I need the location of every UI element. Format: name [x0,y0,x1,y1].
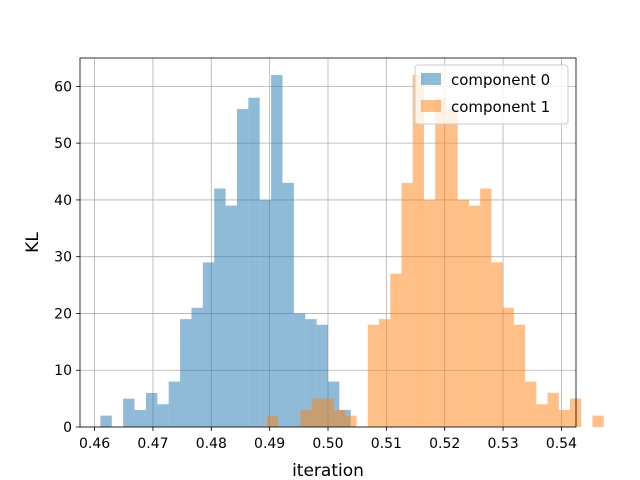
histogram-bar-component-1 [525,381,537,427]
y-tick-label: 50 [54,136,72,152]
legend-label-component-0: component 0 [451,71,550,89]
y-tick-label: 40 [54,193,72,209]
y-axis-label: KL [23,232,43,253]
histogram-bar-component-1 [480,188,492,427]
y-tick-label: 0 [63,420,72,436]
histogram-bar-component-0 [134,409,146,427]
histogram-bar-component-0 [168,381,181,427]
histogram-bar-component-0 [123,398,135,427]
histogram-bar-component-0 [225,205,237,427]
histogram-bar-component-0 [248,97,260,427]
histogram-bar-component-1 [311,398,323,427]
legend-label-component-1: component 1 [451,98,550,116]
histogram-bar-component-1 [435,97,447,427]
y-tick-label: 20 [54,306,72,322]
histogram-bar-component-1 [423,199,436,427]
histogram-bar-component-0 [157,404,169,427]
histogram-bar-component-1 [468,205,481,427]
histogram-bar-component-1 [536,404,548,427]
histogram-bar-component-0 [191,307,203,427]
histogram-bar-component-1 [379,319,391,427]
histogram-bar-component-0 [305,319,317,427]
legend-box [414,64,569,125]
histogram-bar-component-1 [412,75,424,428]
histogram-bar-component-1 [401,182,413,427]
legend-swatch-component-1 [421,100,441,112]
x-axis-ticks: 0.46 0.47 0.48 0.49 0.50 0.51 0.52 0.53 0.54 [79,427,577,452]
legend: component 0 component 1 [414,64,569,125]
y-tick-label: 30 [54,250,72,266]
histogram-bar-component-1 [491,262,503,427]
bars [100,75,604,428]
histogram-bar-component-0 [202,262,215,427]
y-tick-label: 60 [54,79,72,95]
histogram-bar-component-1 [592,415,604,427]
x-tick-label: 0.46 [79,436,110,452]
x-tick-label: 0.47 [137,436,168,452]
x-tick-label: 0.52 [429,436,460,452]
x-axis-label: iteration [292,461,364,480]
histogram-bar-component-1 [547,392,559,427]
histogram-bar-component-0 [100,415,112,427]
histogram-bar-component-1 [558,409,571,427]
histogram-bar-component-0 [259,199,272,427]
histogram-bar-component-1 [446,109,458,427]
histogram-bar-component-0 [180,319,192,427]
histogram-bar-component-0 [282,182,294,427]
x-tick-label: 0.53 [487,436,518,452]
histogram-bar-component-0 [145,392,158,427]
x-tick-label: 0.50 [312,436,343,452]
x-tick-label: 0.49 [254,436,285,452]
histogram-bar-component-0 [271,75,283,428]
x-tick-label: 0.51 [371,436,402,452]
y-axis-ticks: 0 10 20 30 40 50 60 [54,79,80,436]
histogram-bar-component-0 [214,188,226,427]
histogram-bar-component-1 [266,415,278,427]
x-tick-label: 0.54 [546,436,577,452]
histogram-bar-component-0 [236,109,249,427]
histogram-bar-component-1 [322,398,335,427]
histogram-bar-component-0 [293,313,306,427]
y-tick-label: 10 [54,363,72,379]
histogram-bar-component-1 [502,307,514,427]
histogram-bar-component-0 [316,324,328,427]
histogram-bar-component-1 [390,273,402,427]
histogram-bar-component-1 [334,409,346,427]
histogram-bar-component-1 [345,415,357,427]
legend-swatch-component-0 [421,73,441,85]
histogram-bar-component-1 [367,324,380,427]
histogram-bar-component-1 [513,324,526,427]
histogram-bar-component-1 [300,409,312,427]
histogram-bar-component-1 [457,199,469,427]
x-tick-label: 0.48 [196,436,227,452]
